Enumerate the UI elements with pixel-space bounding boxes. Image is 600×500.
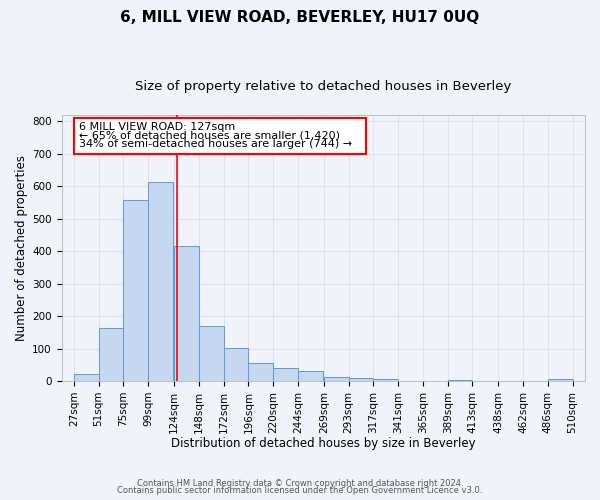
Bar [548, 380, 572, 381]
Bar [224, 348, 248, 381]
Text: Contains public sector information licensed under the Open Government Licence v3: Contains public sector information licen… [118, 486, 482, 495]
Bar [273, 368, 298, 381]
Bar [124, 200, 148, 381]
Y-axis label: Number of detached properties: Number of detached properties [15, 155, 28, 341]
Bar [248, 363, 273, 381]
Bar [324, 377, 349, 381]
Text: ← 65% of detached houses are smaller (1,420): ← 65% of detached houses are smaller (1,… [79, 130, 340, 140]
Title: Size of property relative to detached houses in Beverley: Size of property relative to detached ho… [135, 80, 511, 93]
FancyBboxPatch shape [74, 118, 366, 154]
Bar [98, 328, 124, 381]
Bar [174, 246, 199, 381]
X-axis label: Distribution of detached houses by size in Beverley: Distribution of detached houses by size … [171, 437, 476, 450]
Bar [298, 372, 323, 381]
Bar [148, 182, 173, 381]
Text: 6, MILL VIEW ROAD, BEVERLEY, HU17 0UQ: 6, MILL VIEW ROAD, BEVERLEY, HU17 0UQ [121, 10, 479, 25]
Text: 34% of semi-detached houses are larger (744) →: 34% of semi-detached houses are larger (… [79, 139, 352, 149]
Bar [199, 326, 224, 381]
Bar [349, 378, 373, 381]
Bar [448, 380, 472, 381]
Bar [373, 380, 398, 381]
Text: Contains HM Land Registry data © Crown copyright and database right 2024.: Contains HM Land Registry data © Crown c… [137, 478, 463, 488]
Text: 6 MILL VIEW ROAD: 127sqm: 6 MILL VIEW ROAD: 127sqm [79, 122, 235, 132]
Bar [74, 374, 98, 381]
